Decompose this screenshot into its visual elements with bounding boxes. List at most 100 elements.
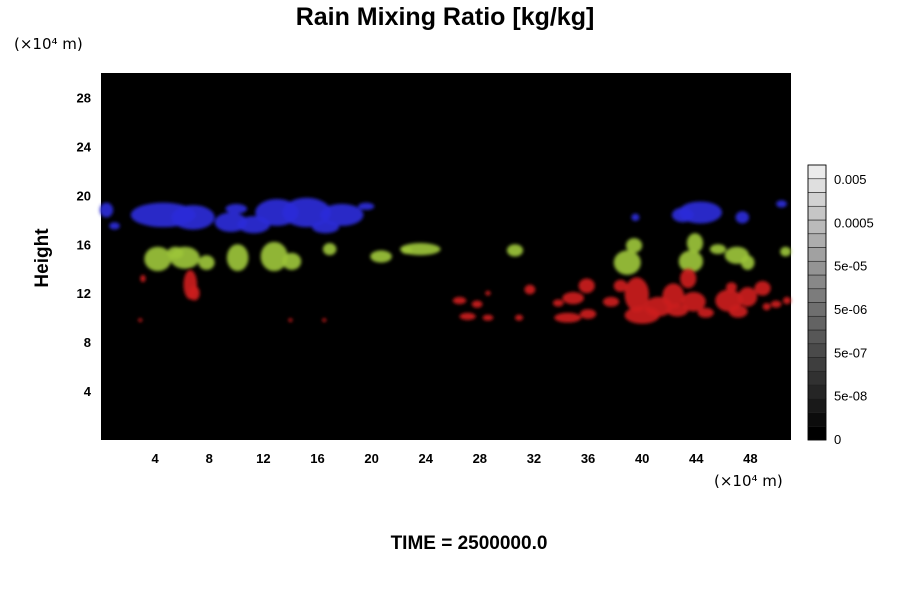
field-blob xyxy=(171,205,215,230)
colorbar-step xyxy=(807,260,827,276)
field-blob xyxy=(288,318,293,322)
y-tick-label: 4 xyxy=(84,384,92,399)
y-tick-label: 16 xyxy=(77,237,91,252)
field-blob xyxy=(282,252,302,270)
plot-area xyxy=(101,73,791,440)
field-blob xyxy=(625,238,643,253)
field-blob xyxy=(613,250,641,275)
colorbar-step xyxy=(807,425,827,441)
field-region xyxy=(99,197,787,234)
x-tick-label: 8 xyxy=(206,451,213,466)
x-tick-label: 36 xyxy=(581,451,595,466)
y-tick-label: 20 xyxy=(77,188,91,203)
field-blob xyxy=(782,296,791,305)
y-tick-label: 24 xyxy=(77,139,92,154)
y-axis-ticks: 4 8 12 16 20 24 28 xyxy=(77,90,92,399)
field-blob xyxy=(678,250,704,273)
colorbar-label: 5e-07 xyxy=(834,345,867,360)
colorbar-label: 5e-05 xyxy=(834,259,867,274)
field-blob xyxy=(188,285,200,301)
field-blob xyxy=(140,274,146,283)
field-blob xyxy=(562,291,584,305)
colorbar-label: 5e-06 xyxy=(834,302,867,317)
y-axis-label: Height xyxy=(32,228,53,288)
field-blob xyxy=(776,200,787,208)
colorbar-step xyxy=(807,178,827,193)
field-blob xyxy=(738,287,758,307)
field-blob xyxy=(506,244,524,257)
field-blob xyxy=(260,241,288,272)
colorbar-step xyxy=(807,357,827,372)
x-tick-label: 40 xyxy=(635,451,649,466)
field-blob xyxy=(471,300,483,308)
colorbar-step xyxy=(807,219,827,235)
field-blob xyxy=(624,277,649,312)
x-axis-unit: (×10⁴ m) xyxy=(714,472,783,490)
colorbar-label: 5e-08 xyxy=(834,389,867,404)
colorbar-step xyxy=(807,329,827,345)
field-blob xyxy=(602,296,620,307)
colorbar-step xyxy=(807,247,827,262)
colorbar-step xyxy=(807,370,827,386)
field-blob xyxy=(709,244,727,255)
field-blob xyxy=(452,296,467,305)
field-blob xyxy=(322,318,327,322)
field-region xyxy=(144,233,792,275)
field-blob xyxy=(754,280,771,296)
colorbar-step xyxy=(807,192,827,207)
x-tick-label: 32 xyxy=(527,451,541,466)
y-axis-unit: (×10⁴ m) xyxy=(14,35,83,53)
field-blob xyxy=(138,318,143,322)
field-blob xyxy=(400,243,441,256)
field-blob xyxy=(485,290,491,296)
colorbar-label: 0.005 xyxy=(834,172,867,187)
colorbar-step xyxy=(807,343,827,358)
field-blob xyxy=(613,279,628,292)
field-blob xyxy=(662,283,685,308)
field-blob xyxy=(728,305,748,318)
y-tick-label: 28 xyxy=(77,90,91,105)
chart-title: Rain Mixing Ratio [kg/kg] xyxy=(296,3,595,31)
field-blob xyxy=(370,250,392,263)
x-tick-label: 48 xyxy=(743,451,757,466)
colorbar-step xyxy=(807,164,827,180)
field-blob xyxy=(740,255,755,270)
field-blob xyxy=(358,202,375,211)
field-blob xyxy=(515,314,524,321)
x-tick-label: 20 xyxy=(364,451,378,466)
field-blob xyxy=(170,246,200,269)
colorbar-step xyxy=(807,315,827,331)
colorbar-labels: 0.005 0.0005 5e-05 5e-06 5e-07 5e-08 0 xyxy=(834,172,874,447)
field-blob xyxy=(482,314,494,321)
field-blob xyxy=(320,203,364,226)
field-blob xyxy=(226,244,249,272)
field-blob xyxy=(762,302,771,311)
colorbar-frame xyxy=(807,164,827,441)
field-blob xyxy=(554,312,582,323)
field-blob xyxy=(680,268,697,289)
field-blob xyxy=(524,284,536,295)
colorbar-label: 0.0005 xyxy=(834,215,874,230)
field-blob xyxy=(780,246,792,257)
x-axis-ticks: 4 8 12 16 20 24 28 32 36 40 44 48 xyxy=(152,451,758,466)
y-tick-label: 12 xyxy=(77,286,91,301)
x-tick-label: 28 xyxy=(473,451,487,466)
colorbar-step xyxy=(807,302,827,317)
plot-layer xyxy=(99,197,792,324)
colorbar-step xyxy=(807,205,827,221)
x-tick-label: 44 xyxy=(689,451,704,466)
field-blob xyxy=(578,278,595,294)
field-blob xyxy=(735,211,750,224)
colorbar-step xyxy=(807,233,827,248)
colorbar-step xyxy=(807,288,827,303)
field-blob xyxy=(312,221,340,234)
time-label: TIME = 2500000.0 xyxy=(391,533,548,554)
field-blob xyxy=(552,299,564,307)
field-blob xyxy=(579,309,597,319)
colorbar-step xyxy=(807,412,827,427)
field-blob xyxy=(225,203,248,214)
field-blob xyxy=(198,255,215,270)
colorbar xyxy=(807,164,827,441)
field-blob xyxy=(681,291,706,312)
colorbar-label: 0 xyxy=(834,432,841,447)
